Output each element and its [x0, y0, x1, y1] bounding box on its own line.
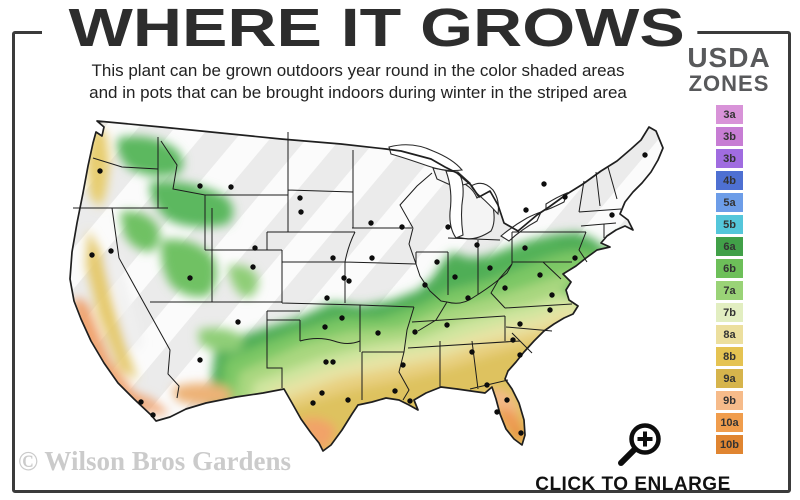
legend-title-zones: ZONES — [688, 71, 770, 96]
city-dot — [250, 264, 256, 270]
city-dot — [345, 397, 351, 403]
city-dot — [298, 209, 304, 215]
city-dot — [642, 152, 648, 158]
city-dot — [323, 359, 329, 365]
city-dot — [510, 337, 516, 343]
city-dot — [518, 430, 524, 436]
subtitle: This plant can be grown outdoors year ro… — [58, 60, 658, 104]
city-dot — [330, 359, 336, 365]
city-dot — [235, 319, 241, 325]
city-dots — [89, 152, 648, 436]
city-dot — [324, 295, 330, 301]
subtitle-line-1: This plant can be grown outdoors year ro… — [91, 61, 625, 80]
city-dot — [228, 184, 234, 190]
legend-title-usda: USDA — [687, 42, 771, 73]
city-dot — [187, 275, 193, 281]
zone-swatch-3a-0: 3a — [716, 105, 743, 124]
city-dot — [494, 409, 500, 415]
zone-swatch-3b-1: 3b — [716, 127, 743, 146]
zone-swatch-6a-6: 6a — [716, 237, 743, 256]
zone-swatch-column: 3a 3b 3b 4b 5a 5b 6a 6b 7a 7b 8a 8b 9a 9b 10a 10b — [716, 105, 743, 457]
city-dot — [537, 272, 543, 278]
magnifier-plus-icon[interactable] — [600, 418, 666, 470]
city-dot — [547, 307, 553, 313]
city-dot — [452, 274, 458, 280]
zone-swatch-9a-12: 9a — [716, 369, 743, 388]
click-to-enlarge-label[interactable]: CLICK TO ENLARGE — [535, 474, 731, 495]
us-outline — [69, 120, 664, 452]
city-dot — [562, 194, 568, 200]
city-dot — [197, 183, 203, 189]
city-dot — [469, 349, 475, 355]
zone-swatch-10a-14: 10a — [716, 413, 743, 432]
city-dot — [400, 362, 406, 368]
city-dot — [150, 412, 156, 418]
city-dot — [549, 292, 555, 298]
city-dot — [339, 315, 345, 321]
city-dot — [97, 168, 103, 174]
page-title: WHERE IT GROWS — [56, 0, 698, 56]
city-dot — [522, 245, 528, 251]
city-dot — [407, 398, 413, 404]
zone-swatch-10b-15: 10b — [716, 435, 743, 454]
city-dot — [517, 321, 523, 327]
zone-swatch-7a-8: 7a — [716, 281, 743, 300]
subtitle-line-2: and in pots that can be brought indoors … — [89, 83, 627, 102]
city-dot — [341, 275, 347, 281]
city-dot — [369, 255, 375, 261]
city-dot — [297, 195, 303, 201]
city-dot — [89, 252, 95, 258]
city-dot — [108, 248, 114, 254]
city-dot — [346, 278, 352, 284]
city-dot — [422, 282, 428, 288]
city-dot — [319, 390, 325, 396]
city-dot — [609, 212, 615, 218]
zone-swatch-5a-4: 5a — [716, 193, 743, 212]
city-dot — [368, 220, 374, 226]
zone-swatch-7b-9: 7b — [716, 303, 743, 322]
city-dot — [487, 265, 493, 271]
city-dot — [399, 224, 405, 230]
watermark: © Wilson Bros Gardens — [18, 446, 291, 476]
city-dot — [138, 399, 144, 405]
city-dot — [197, 357, 203, 363]
zone-swatch-5b-5: 5b — [716, 215, 743, 234]
city-dot — [523, 207, 529, 213]
city-dot — [445, 224, 451, 230]
city-dot — [572, 255, 578, 261]
city-dot — [504, 397, 510, 403]
city-dot — [541, 181, 547, 187]
city-dot — [310, 400, 316, 406]
lake-michigan — [445, 170, 464, 239]
zone-swatch-8b-11: 8b — [716, 347, 743, 366]
city-dot — [502, 285, 508, 291]
city-dot — [474, 242, 480, 248]
city-dot — [252, 245, 258, 251]
city-dot — [517, 352, 523, 358]
usda-zones-legend-title: USDA ZONES — [683, 44, 775, 96]
city-dot — [375, 330, 381, 336]
click-to-enlarge-control[interactable]: CLICK TO ENLARGE — [533, 418, 733, 496]
city-dot — [412, 329, 418, 335]
city-dot — [465, 295, 471, 301]
city-dot — [444, 322, 450, 328]
city-dot — [392, 388, 398, 394]
city-dot — [322, 324, 328, 330]
zone-swatch-8a-10: 8a — [716, 325, 743, 344]
zone-swatch-9b-13: 9b — [716, 391, 743, 410]
zone-swatch-4b-3: 4b — [716, 171, 743, 190]
city-dot — [434, 259, 440, 265]
zone-swatch-3b-2: 3b — [716, 149, 743, 168]
city-dot — [330, 255, 336, 261]
city-dot — [484, 382, 490, 388]
zone-swatch-6b-7: 6b — [716, 259, 743, 278]
